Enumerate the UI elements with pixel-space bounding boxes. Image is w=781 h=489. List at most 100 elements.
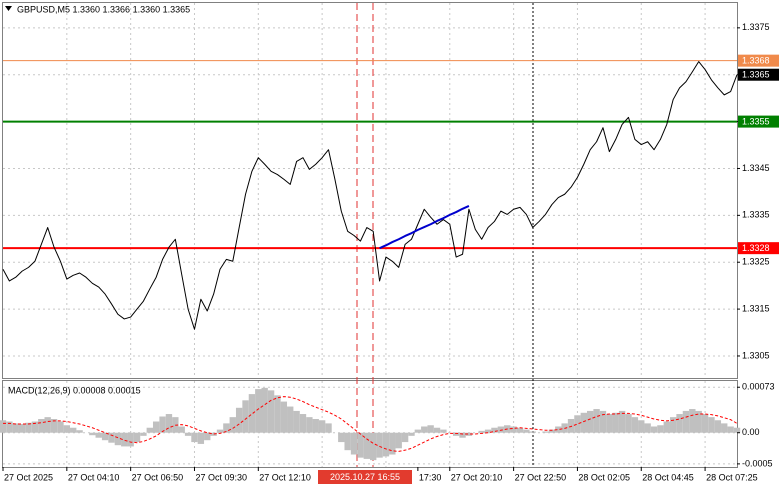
- histogram-bar: [306, 417, 313, 433]
- histogram-bar: [57, 421, 64, 433]
- histogram-bar: [631, 417, 639, 433]
- histogram-bar: [152, 421, 160, 433]
- histogram-bar: [510, 426, 517, 433]
- x-tick-label: 27 Oct 06:50: [132, 472, 184, 482]
- histogram-bar: [121, 432, 128, 447]
- histogram-bar: [478, 430, 485, 433]
- histogram-bar: [267, 390, 275, 433]
- histogram-bar: [312, 419, 319, 433]
- histogram-bar: [733, 427, 741, 433]
- histogram-bar: [408, 432, 415, 436]
- x-tick-label: 28 Oct 04:45: [642, 472, 694, 482]
- histogram-bar: [676, 414, 683, 433]
- x-tick-label: 27 Oct 20:10: [451, 472, 503, 482]
- current-price-label: 1.3365: [742, 70, 770, 80]
- y-tick-label: 1.3345: [742, 163, 770, 173]
- x-tick-label: 27 Oct 22:50: [515, 472, 567, 482]
- histogram-bar: [625, 414, 632, 433]
- histogram-bar: [414, 429, 422, 433]
- histogram-bar: [689, 409, 696, 433]
- plot-layer: [0, 60, 741, 461]
- histogram-bar: [484, 429, 492, 433]
- price-title: GBPUSD,M5 1.3360 1.3366 1.3360 1.3365: [17, 4, 190, 14]
- histogram-bar: [108, 432, 115, 443]
- y-tick-label: 1.3315: [742, 303, 770, 313]
- histogram-bar: [287, 406, 294, 433]
- histogram-bar: [669, 417, 677, 433]
- histogram-bar: [433, 427, 441, 433]
- histogram-bar: [6, 421, 13, 433]
- level-label-box: [738, 115, 779, 128]
- level-label-box: [738, 242, 779, 255]
- histogram-bar: [204, 432, 211, 441]
- x-tick-label: 28 Oct 07:25: [706, 472, 758, 482]
- histogram-bar: [159, 416, 166, 433]
- histogram-bar: [248, 394, 256, 433]
- histogram-bar: [459, 432, 466, 438]
- x-tick-label: 27 Oct 09:30: [195, 472, 247, 482]
- histogram-bar: [223, 423, 230, 433]
- histogram-bar: [299, 414, 307, 433]
- histogram-bar: [363, 432, 370, 459]
- level-label: 1.3328: [742, 243, 770, 253]
- histogram-bar: [63, 425, 71, 433]
- histogram-bar: [644, 423, 651, 433]
- histogram-bar: [650, 426, 658, 433]
- histogram-bar: [191, 432, 198, 443]
- histogram-bar: [133, 432, 141, 443]
- histogram-bar: [357, 432, 364, 458]
- histogram-bar: [325, 423, 332, 433]
- histogram-bar: [280, 401, 288, 433]
- histogram-bar: [567, 419, 575, 433]
- histogram-bar: [242, 400, 249, 433]
- histogram-bar: [401, 432, 409, 443]
- signal-line: [3, 396, 738, 452]
- histogram-bar: [274, 395, 281, 433]
- histogram-bar: [555, 426, 562, 433]
- histogram-bar: [70, 427, 77, 433]
- histogram-bar: [548, 429, 556, 433]
- histogram-bar: [140, 432, 147, 436]
- crosshair-label: 2025.10.27 16:55: [330, 472, 400, 482]
- histogram-bar: [165, 414, 173, 433]
- histogram-bar: [465, 432, 473, 436]
- histogram-bar: [606, 414, 613, 433]
- histogram-bar: [682, 410, 690, 433]
- histogram-bar: [440, 429, 447, 433]
- current-price-box: [738, 68, 779, 81]
- histogram-bar: [89, 432, 96, 436]
- grid-layer: [3, 3, 737, 467]
- histogram-bar: [574, 415, 581, 433]
- histogram-bar: [491, 427, 498, 433]
- y-tick-label: -0.0005: [742, 458, 773, 468]
- histogram-bar: [293, 410, 300, 433]
- histogram-bar: [714, 420, 722, 433]
- histogram-bar: [421, 426, 428, 433]
- histogram-bar: [76, 430, 83, 433]
- histogram-bar: [612, 412, 619, 433]
- y-tick-label: 0.00: [742, 427, 760, 437]
- histogram-bar: [452, 432, 460, 436]
- histogram-bar: [184, 432, 192, 436]
- histogram-bar: [146, 427, 153, 433]
- histogram-bar: [395, 432, 402, 449]
- histogram-bar: [708, 417, 715, 433]
- histogram-bar: [599, 410, 607, 433]
- level-label: 1.3368: [742, 56, 770, 66]
- histogram-bar: [261, 387, 268, 433]
- histogram-bar: [127, 432, 134, 447]
- x-tick-label: 27 Oct 12:10: [259, 472, 311, 482]
- histogram-bar: [663, 421, 670, 433]
- histogram-bar: [197, 432, 205, 444]
- histogram-bar: [389, 432, 396, 455]
- histogram-bar: [618, 410, 626, 433]
- histogram-bar: [638, 420, 645, 433]
- x-tick-label: 27 Oct 2025: [4, 472, 53, 482]
- y-tick-label: 1.3325: [742, 257, 770, 267]
- level-label-box: [738, 54, 779, 67]
- histogram-bar: [657, 425, 664, 433]
- histogram-bar: [38, 419, 45, 433]
- histogram-bar: [427, 425, 434, 433]
- histogram-bar: [50, 419, 58, 433]
